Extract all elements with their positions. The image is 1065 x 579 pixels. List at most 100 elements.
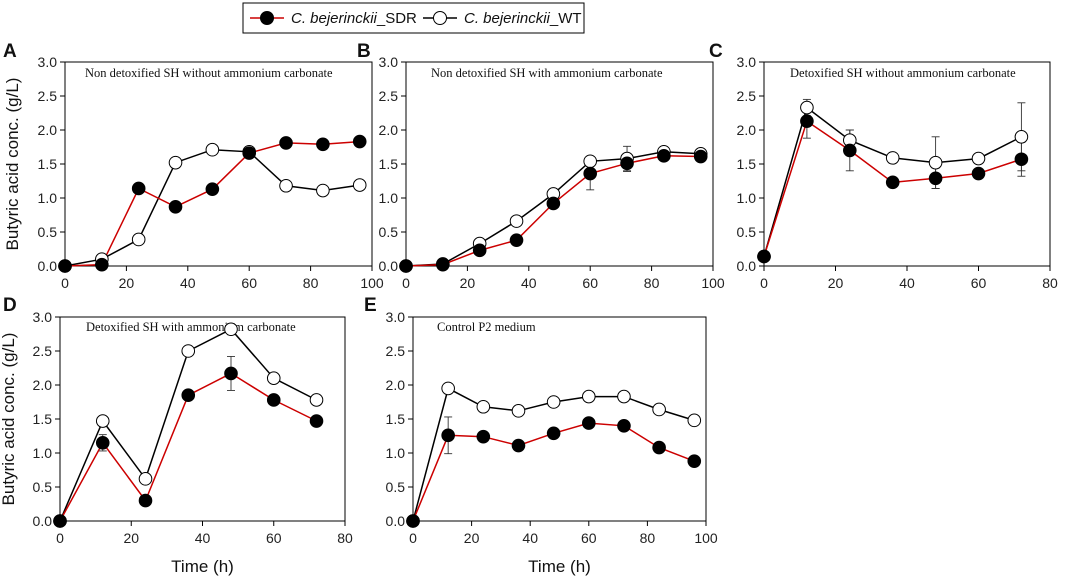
y-axis-label: Butyric acid conc. (g/L) [0,333,18,506]
data-point-wt [352,178,367,192]
y-tick-label: 1.5 [33,411,53,427]
y-tick-label: 2.0 [33,377,53,393]
legend-sdr-label: C. bejerinckii_SDR [291,10,417,27]
y-axis-label: Butyric acid conc. (g/L) [3,78,22,251]
data-point-sdr [583,166,598,181]
series-line-sdr [64,140,360,267]
data-point-wt [617,389,631,404]
data-point-wt [800,100,814,115]
data-point-wt [652,402,666,417]
data-point-sdr [1014,152,1029,167]
data-point-wt [205,142,220,157]
data-point-sdr [95,436,110,450]
y-tick-label: 2.5 [379,88,399,104]
data-point-sdr [885,175,900,190]
panel-title: Non detoxified SH with ammonium carbonat… [431,66,663,80]
x-tick-label: 60 [971,275,987,291]
data-point-sdr [138,493,153,508]
data-point-wt [309,393,324,407]
y-tick-label: 0.5 [386,479,406,495]
x-tick-label: 80 [644,275,660,291]
legend: C. bejerinckii_SDR C. bejerinckii_WT [242,2,585,34]
data-point-sdr [168,200,183,214]
data-point-sdr [652,440,666,455]
data-point-wt [95,414,110,428]
data-point-sdr [476,429,491,444]
data-point-wt [224,322,238,337]
data-point-sdr [181,388,196,403]
data-point-sdr [95,257,109,272]
data-point-sdr [511,438,526,453]
data-point-sdr [546,196,561,211]
x-tick-label: 80 [1042,275,1058,291]
x-tick-label: 60 [241,275,257,291]
data-point-sdr [309,414,324,428]
x-tick-label: 60 [582,275,598,291]
y-tick-label: 1.0 [386,445,406,461]
x-tick-label: 0 [61,275,69,291]
legend-wt-suffix: _WT [549,10,582,27]
x-tick-label: 80 [337,530,353,546]
y-tick-label: 2.0 [386,377,406,393]
data-point-sdr [657,149,671,163]
x-tick-label: 0 [409,530,417,546]
x-tick-label: 0 [402,275,410,291]
x-tick-label: 40 [522,530,538,546]
data-point-sdr [546,426,561,441]
data-point-sdr [205,182,220,196]
data-point-sdr [131,181,146,196]
y-tick-label: 0.0 [737,258,757,274]
y-tick-label: 2.5 [33,343,53,359]
x-tick-label: 20 [119,275,135,291]
x-tick-label: 20 [123,530,139,546]
panel-title: Control P2 medium [437,320,536,334]
y-tick-label: 2.0 [379,122,399,138]
series-line-sdr [405,155,701,267]
x-tick-label: 80 [303,275,319,291]
y-tick-label: 1.0 [737,190,757,206]
legend-sdr-species: C. bejerinckii [291,10,378,27]
y-tick-label: 1.5 [38,156,58,172]
panel-title: Detoxified SH with ammonium carbonate [86,320,296,334]
x-tick-label: 40 [180,275,196,291]
data-point-sdr [757,249,771,264]
data-point-sdr [693,149,708,164]
y-tick-label: 0.5 [33,479,53,495]
legend-wt-species: C. bejerinckii [464,10,551,27]
data-point-wt [582,389,596,404]
data-point-sdr [472,243,487,258]
x-tick-label: 20 [460,275,476,291]
data-point-wt [476,399,491,414]
data-point-sdr [399,259,413,273]
panel-c: 0 20 40 60 80 0.0 0.5 1.0 1.5 2.0 2.5 3.0 C Detoxifie… [709,41,1058,291]
data-point-sdr [441,428,455,443]
panel-d: 0 20 40 60 80 0.0 0.5 1.0 1.5 2.0 2.5 3.0 D Detoxifie… [0,295,353,576]
legend-box [242,2,585,34]
x-tick-label: 60 [266,530,282,546]
y-tick-label: 1.5 [386,411,406,427]
legend-wt-label: C. bejerinckii_WT [464,10,582,27]
plot-frame [412,316,707,522]
data-point-wt [316,183,330,198]
panel-letter: A [3,41,17,62]
x-axis-label: Time (h) [528,557,591,576]
y-tick-label: 0.0 [379,258,399,274]
panel-a: 0 20 40 60 80 100 0.0 0.5 1.0 1.5 2.0 2.5 3.0 A Non de… [3,41,384,291]
y-tick-label: 2.0 [737,122,757,138]
data-point-wt [885,151,900,165]
y-tick-label: 3.0 [38,54,58,70]
legend-sdr-suffix: _SDR [376,10,417,27]
data-point-wt [687,413,702,428]
data-point-wt [546,395,561,409]
legend-sdr-marker-icon [260,11,274,25]
y-tick-label: 0.0 [33,513,53,529]
x-tick-label: 0 [56,530,64,546]
data-point-sdr [242,146,256,160]
plot-frame [64,61,373,267]
y-tick-label: 3.0 [379,54,399,70]
x-axis-label: Time (h) [171,557,234,576]
x-tick-label: 20 [828,275,844,291]
data-point-sdr [266,393,281,407]
y-tick-label: 1.5 [379,156,399,172]
